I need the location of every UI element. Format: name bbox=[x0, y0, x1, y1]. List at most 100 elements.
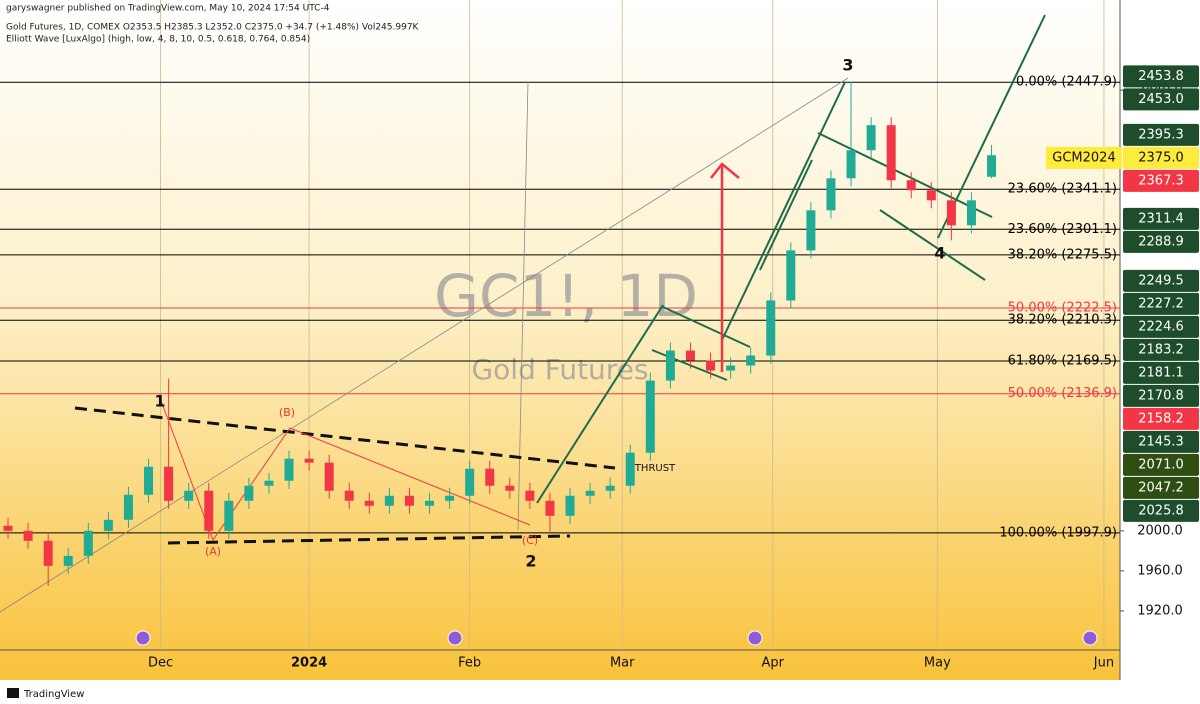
candle-body bbox=[284, 458, 294, 481]
channel-line bbox=[817, 132, 993, 218]
event-icons bbox=[135, 630, 1098, 646]
price-label-box bbox=[1123, 453, 1199, 476]
price-label-box bbox=[1123, 407, 1199, 430]
candle-body bbox=[987, 155, 997, 177]
candle-body bbox=[103, 519, 113, 531]
candle-body bbox=[545, 500, 555, 516]
candle-body bbox=[123, 494, 133, 520]
price-label: 2158.2 bbox=[1138, 411, 1184, 426]
wave-label: (C) bbox=[522, 534, 538, 547]
event-icon[interactable] bbox=[747, 630, 763, 646]
candle-body bbox=[304, 458, 314, 463]
indicator-legend: Elliott Wave [LuxAlgo] (high, low, 4, 8,… bbox=[6, 35, 310, 45]
x-tick-label: Jun bbox=[1093, 656, 1114, 671]
price-label: 2025.8 bbox=[1138, 503, 1184, 518]
symbol-label-box bbox=[1046, 146, 1122, 169]
price-label-box bbox=[1123, 269, 1199, 292]
price-label-box bbox=[1123, 499, 1199, 522]
channel-line bbox=[536, 304, 664, 504]
wave-label: 4 bbox=[934, 244, 945, 263]
channel-line bbox=[651, 349, 728, 381]
candle-body bbox=[906, 180, 916, 191]
price-label: 2453.0 bbox=[1138, 92, 1184, 107]
fib-level-label: 23.60% (2301.1) bbox=[1008, 222, 1117, 237]
x-tick-label: Apr bbox=[762, 656, 785, 671]
candle-body bbox=[425, 500, 435, 506]
wave-path bbox=[159, 397, 531, 542]
price-label-box bbox=[1123, 146, 1199, 169]
event-icon[interactable] bbox=[447, 630, 463, 646]
y-tick-label: 1960.0 bbox=[1137, 563, 1183, 578]
candle-body bbox=[746, 355, 756, 366]
wave-label: 3 bbox=[842, 56, 853, 75]
price-label: 2071.0 bbox=[1138, 457, 1184, 472]
wave-label: (B) bbox=[279, 406, 295, 419]
candle-body bbox=[364, 500, 374, 506]
price-label-box bbox=[1123, 230, 1199, 253]
candle-body bbox=[585, 490, 595, 496]
candle-body bbox=[505, 485, 515, 491]
fib-level-label: 50.00% (2136.9) bbox=[1008, 386, 1117, 401]
price-label-box bbox=[1123, 361, 1199, 384]
dashed-trend-line bbox=[167, 534, 571, 545]
price-label-box bbox=[1123, 65, 1199, 88]
candle-body bbox=[786, 250, 796, 301]
price-label: 2249.5 bbox=[1138, 273, 1184, 288]
logo bbox=[7, 688, 19, 698]
candle-body bbox=[465, 468, 475, 496]
y-tick-label: 1920.0 bbox=[1137, 603, 1183, 618]
event-icon[interactable] bbox=[1082, 630, 1098, 646]
watermark-subtitle: Gold Futures bbox=[471, 353, 648, 386]
price-label: 2311.4 bbox=[1138, 211, 1184, 226]
price-label-box bbox=[1123, 338, 1199, 361]
candle-body bbox=[605, 485, 615, 491]
annotation: THRUST bbox=[634, 463, 676, 474]
candle-body bbox=[946, 200, 956, 226]
candle-body bbox=[565, 495, 575, 516]
drawings bbox=[0, 14, 1046, 613]
trend-line bbox=[517, 81, 529, 531]
arrow-head bbox=[710, 162, 740, 179]
channel-line bbox=[759, 159, 813, 271]
price-label: 2145.3 bbox=[1138, 434, 1184, 449]
footer-bar bbox=[0, 680, 1200, 704]
candle-body bbox=[926, 190, 936, 201]
candle-body bbox=[766, 300, 776, 356]
plot-background bbox=[0, 0, 1120, 680]
event-icon[interactable] bbox=[135, 630, 151, 646]
candle-body bbox=[726, 365, 736, 371]
wave-label: 2 bbox=[525, 552, 536, 571]
candle-body bbox=[685, 350, 695, 361]
candle-body bbox=[404, 495, 414, 506]
footer-brand: TradingView bbox=[23, 689, 84, 700]
candle-body bbox=[966, 200, 976, 226]
candle-body bbox=[625, 452, 635, 486]
price-label: 2367.3 bbox=[1138, 173, 1184, 188]
fib-level-label: 61.80% (2169.5) bbox=[1008, 354, 1117, 369]
price-label: 2181.1 bbox=[1138, 365, 1184, 380]
price-label: 2224.6 bbox=[1138, 319, 1184, 334]
price-label-box bbox=[1123, 315, 1199, 338]
candle-body bbox=[3, 525, 13, 531]
candle-body bbox=[485, 468, 495, 486]
x-tick-label: May bbox=[924, 656, 951, 671]
channel-line bbox=[662, 306, 751, 348]
candle-body bbox=[144, 466, 154, 495]
dashed-trend-line bbox=[74, 406, 616, 470]
channel-line bbox=[721, 81, 846, 341]
candle-body bbox=[866, 125, 876, 151]
fib-level-label: 50.00% (2222.5) bbox=[1008, 300, 1117, 315]
price-label-box bbox=[1123, 88, 1199, 111]
candle-body bbox=[224, 500, 234, 531]
candle-body bbox=[665, 350, 675, 381]
y-tick-label: 2000.0 bbox=[1137, 523, 1183, 538]
price-label: 2227.2 bbox=[1138, 296, 1184, 311]
candle-body bbox=[83, 530, 93, 556]
candle-body bbox=[204, 490, 214, 531]
publisher: garyswagner published on TradingView.com… bbox=[6, 4, 330, 14]
fib-level-label: 23.60% (2341.1) bbox=[1008, 182, 1117, 197]
x-tick-label: Mar bbox=[610, 656, 635, 671]
price-label: 2395.3 bbox=[1138, 127, 1184, 142]
fib-levels: 0.00% (2447.9) 23.60% (2341.1) 23.60% (230… bbox=[0, 75, 1120, 540]
